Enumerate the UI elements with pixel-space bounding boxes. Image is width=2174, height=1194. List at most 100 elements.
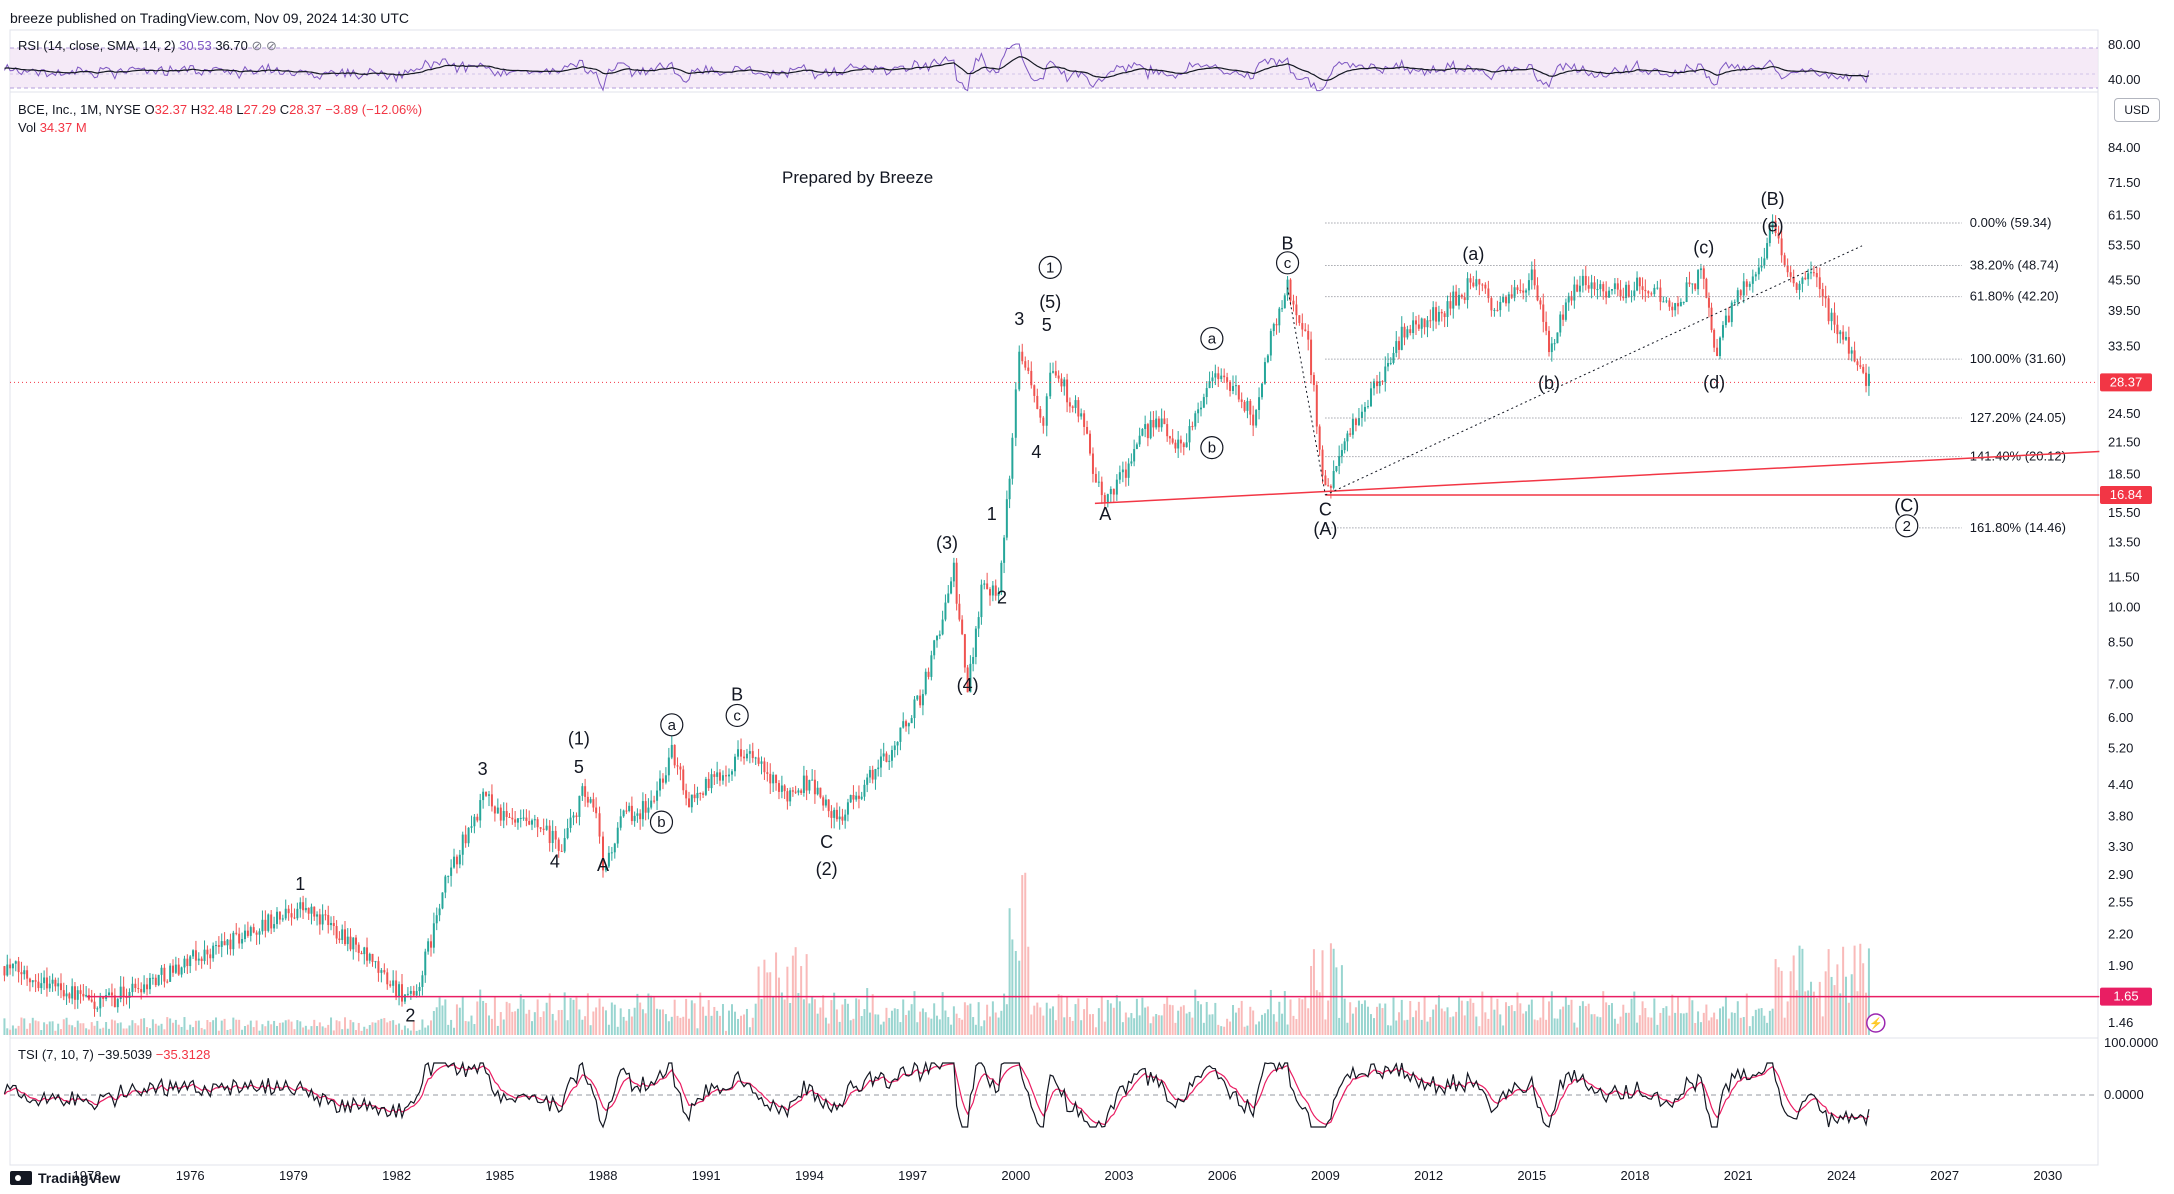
candle-body — [1014, 389, 1017, 438]
volume-bar — [313, 1019, 316, 1035]
candle — [539, 827, 542, 833]
volume-bar — [699, 992, 702, 1035]
volume-bar — [1146, 1006, 1149, 1035]
candle — [321, 904, 324, 931]
candle-body — [116, 998, 119, 1008]
volume-bar — [1691, 1000, 1694, 1035]
candle — [1490, 295, 1493, 317]
volume-bar — [194, 1020, 197, 1035]
candle-body — [688, 798, 690, 808]
candle-body — [346, 936, 349, 945]
candle-body — [1810, 272, 1813, 274]
volume-bar — [935, 1015, 938, 1035]
price-axis-label: 3.80 — [2108, 808, 2133, 823]
candle-body — [1510, 294, 1513, 298]
candle — [1360, 404, 1363, 427]
volume-bar — [464, 1021, 467, 1035]
candle — [877, 759, 880, 777]
candle — [1542, 293, 1545, 333]
candle-body — [371, 953, 374, 962]
volume-bar — [229, 1029, 232, 1035]
candle-body — [1112, 488, 1115, 495]
candle — [827, 799, 830, 818]
candle — [780, 775, 783, 799]
volume-bar — [1208, 1014, 1211, 1035]
volume-bar — [882, 1021, 885, 1035]
candle-body — [1089, 433, 1092, 454]
candle-body — [209, 954, 212, 959]
candle — [921, 689, 924, 716]
volume-bar — [927, 1017, 930, 1035]
volume-bar — [1452, 1016, 1455, 1035]
candle — [180, 966, 183, 978]
volume-bar — [557, 1010, 560, 1035]
volume-bar — [1536, 1020, 1539, 1035]
candle — [919, 689, 922, 708]
price-axis-label: 8.50 — [2108, 635, 2133, 650]
candle — [1232, 375, 1235, 395]
candle — [464, 825, 467, 848]
candle-body — [324, 914, 327, 916]
volume-bar — [485, 1002, 488, 1035]
volume-bar — [273, 1020, 276, 1035]
volume-bar — [783, 999, 786, 1035]
candle — [737, 740, 740, 760]
volume-bar — [1647, 1017, 1650, 1035]
tradingview-footer[interactable]: TradingView — [10, 1170, 120, 1186]
volume-bar — [924, 1012, 927, 1035]
candle-body — [1074, 400, 1077, 408]
volume-bar — [1063, 1017, 1066, 1035]
candle — [116, 997, 119, 1013]
volume-bar — [539, 1017, 542, 1035]
lightning-icon — [1866, 1013, 1886, 1033]
volume-bar — [1332, 948, 1335, 1035]
candle — [572, 811, 575, 826]
tsi-legend[interactable]: TSI (7, 10, 7) −39.5039 −35.3128 — [18, 1047, 210, 1062]
candle — [1452, 285, 1455, 319]
candle — [194, 940, 197, 971]
candle-body — [816, 787, 819, 795]
candle-body — [1754, 274, 1757, 277]
candle — [183, 955, 186, 974]
candle-body — [1057, 375, 1060, 379]
candle-body — [1437, 311, 1440, 322]
candle-body — [1671, 306, 1674, 311]
candle-body — [1780, 238, 1783, 256]
candle-body — [113, 995, 116, 1008]
candle — [952, 557, 955, 588]
volume-bar — [1392, 997, 1395, 1035]
volume-legend[interactable]: Vol 34.37 M — [18, 120, 87, 135]
candle — [584, 778, 587, 807]
candle — [34, 974, 37, 993]
candle-body — [969, 663, 972, 693]
candle — [727, 768, 730, 783]
candle — [409, 986, 412, 1000]
volume-bar — [1301, 999, 1304, 1035]
candle — [916, 695, 919, 701]
candle — [189, 955, 192, 974]
volume-bar — [757, 966, 760, 1035]
volume-bar — [1457, 996, 1460, 1035]
volume-bar — [386, 1022, 389, 1035]
candle — [1420, 317, 1423, 338]
candle — [1278, 306, 1281, 333]
rsi-legend[interactable]: RSI (14, close, SMA, 14, 2) 30.53 36.70 … — [18, 38, 277, 54]
volume-bar — [1505, 1002, 1507, 1035]
currency-button[interactable]: USD — [2114, 98, 2160, 122]
candle-body — [217, 945, 220, 947]
candle-body — [1378, 381, 1381, 387]
volume-bar — [805, 954, 808, 1035]
volume-bar — [444, 999, 447, 1035]
volume-bar — [490, 1018, 493, 1035]
candle — [1030, 361, 1033, 389]
rsi-visibility-icons[interactable]: ⊘ ⊘ — [251, 38, 277, 53]
volume-bar — [1593, 1014, 1596, 1035]
candle-body — [1727, 315, 1730, 323]
candle-body — [1243, 401, 1246, 411]
candle — [1133, 439, 1136, 467]
candle-body — [1636, 277, 1639, 291]
symbol-legend[interactable]: BCE, Inc., 1M, NYSE O32.37 H32.48 L27.29… — [18, 102, 422, 117]
candle-body — [1384, 366, 1387, 382]
wave-label: 1 — [987, 504, 997, 524]
